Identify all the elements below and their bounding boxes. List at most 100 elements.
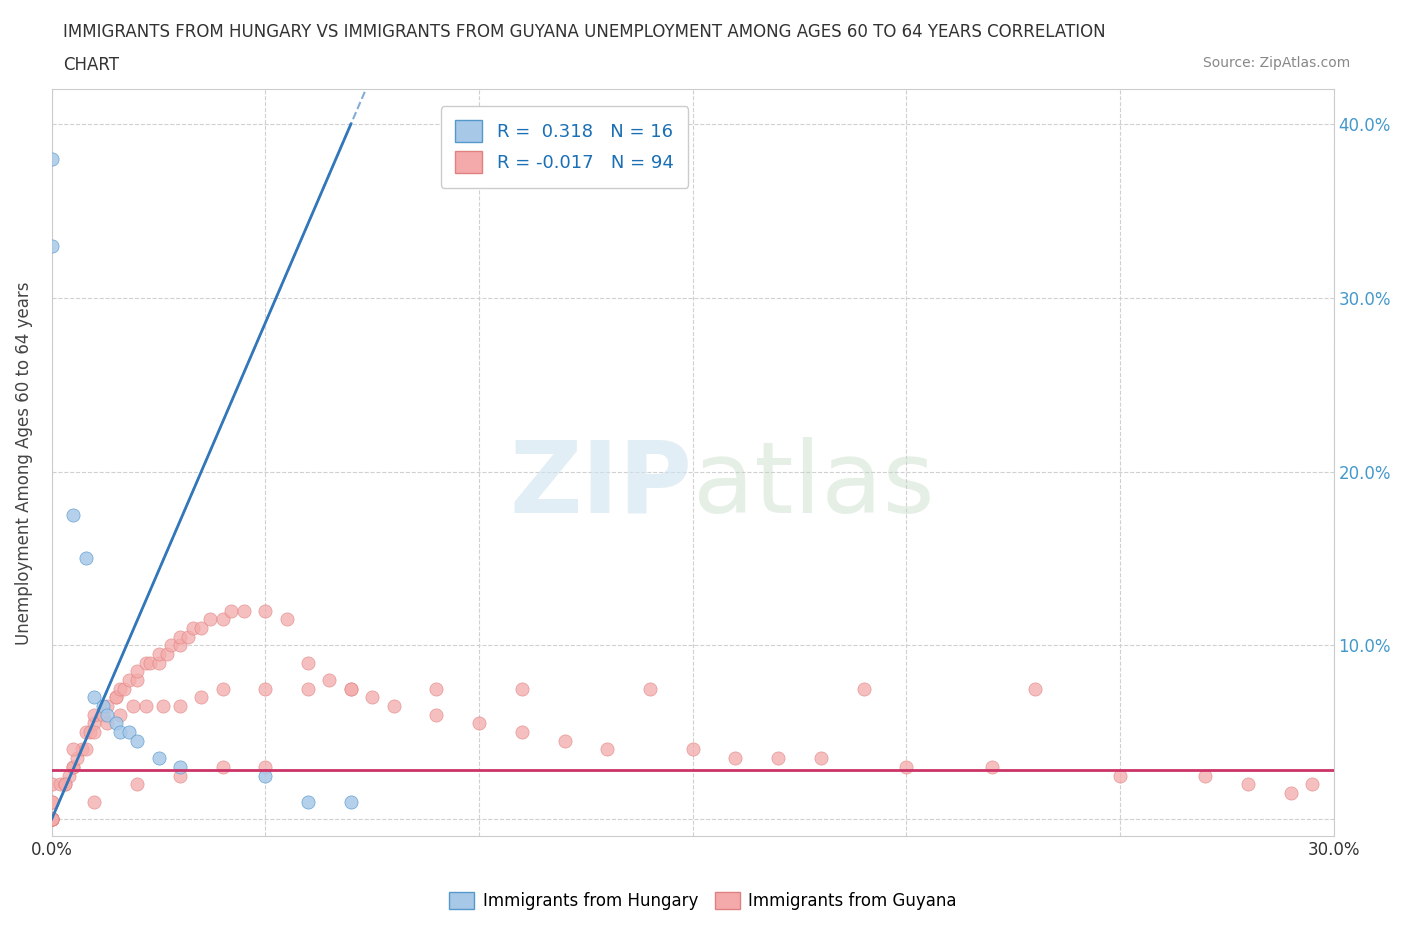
Text: ZIP: ZIP (510, 437, 693, 534)
Point (41, 777, 63, 791)
Point (1024, 682, 1046, 697)
Point (127, 777, 149, 791)
Point (62, 508, 84, 523)
Point (83, 724, 105, 739)
Point (1194, 768, 1216, 783)
Point (53, 777, 76, 791)
Point (135, 656, 157, 671)
Point (118, 724, 141, 739)
Text: IMMIGRANTS FROM HUNGARY VS IMMIGRANTS FROM GUYANA UNEMPLOYMENT AMONG AGES 60 TO : IMMIGRANTS FROM HUNGARY VS IMMIGRANTS FR… (63, 23, 1107, 41)
Point (104, 690, 127, 705)
Point (198, 612, 221, 627)
Point (724, 751, 747, 765)
Point (766, 751, 789, 765)
Point (181, 620, 204, 635)
Point (169, 768, 191, 783)
Point (254, 682, 277, 697)
Point (468, 716, 491, 731)
Point (96, 698, 118, 713)
Point (75, 742, 97, 757)
Point (169, 760, 191, 775)
Point (108, 724, 131, 739)
Point (41, 794, 63, 809)
Point (297, 682, 319, 697)
Point (510, 724, 533, 739)
Point (41, 812, 63, 827)
Point (297, 656, 319, 671)
Point (156, 646, 179, 661)
Point (127, 664, 149, 679)
Point (382, 698, 405, 713)
Y-axis label: Unemployment Among Ages 60 to 64 years: Unemployment Among Ages 60 to 64 years (15, 281, 32, 644)
Point (810, 751, 832, 765)
Point (41, 812, 63, 827)
Point (104, 716, 127, 731)
Point (148, 646, 170, 661)
Point (135, 698, 157, 713)
Point (75, 551, 97, 565)
Point (169, 629, 191, 644)
Point (211, 760, 233, 775)
Point (91, 708, 114, 723)
Point (41, 812, 63, 827)
Point (66, 751, 89, 765)
Text: CHART: CHART (63, 56, 120, 73)
Point (49, 777, 72, 791)
Point (638, 682, 661, 697)
Point (1109, 768, 1132, 783)
Point (79, 724, 101, 739)
Point (41, 812, 63, 827)
Point (127, 734, 149, 749)
Point (83, 690, 105, 705)
Point (169, 638, 191, 653)
Point (190, 690, 212, 705)
Point (211, 612, 233, 627)
Point (510, 682, 533, 697)
Point (108, 682, 131, 697)
Point (118, 672, 141, 687)
Point (96, 716, 118, 731)
Point (169, 698, 191, 713)
Text: atlas: atlas (693, 437, 935, 534)
Point (83, 716, 105, 731)
Point (1301, 777, 1323, 791)
Point (62, 760, 84, 775)
Point (112, 682, 135, 697)
Point (41, 812, 63, 827)
Point (340, 682, 363, 697)
Point (148, 751, 170, 765)
Legend: R =  0.318   N = 16, R = -0.017   N = 94: R = 0.318 N = 16, R = -0.017 N = 94 (441, 106, 688, 188)
Point (139, 656, 162, 671)
Point (596, 742, 619, 757)
Point (1279, 786, 1302, 801)
Point (83, 794, 105, 809)
Point (852, 682, 875, 697)
Point (340, 682, 363, 697)
Point (91, 698, 114, 713)
Point (108, 708, 131, 723)
Point (682, 742, 704, 757)
Point (1237, 777, 1260, 791)
Point (122, 698, 145, 713)
Point (340, 794, 363, 809)
Point (896, 760, 918, 775)
Point (62, 760, 84, 775)
Point (70, 742, 93, 757)
Text: Source: ZipAtlas.com: Source: ZipAtlas.com (1202, 56, 1350, 70)
Point (254, 760, 277, 775)
Point (980, 760, 1002, 775)
Point (75, 724, 97, 739)
Point (58, 768, 80, 783)
Legend: Immigrants from Hungary, Immigrants from Guyana: Immigrants from Hungary, Immigrants from… (443, 885, 963, 917)
Point (318, 672, 340, 687)
Point (160, 638, 183, 653)
Point (233, 603, 256, 618)
Point (177, 629, 200, 644)
Point (152, 698, 174, 713)
Point (276, 612, 298, 627)
Point (127, 672, 149, 687)
Point (254, 603, 277, 618)
Point (254, 768, 277, 783)
Point (104, 690, 127, 705)
Point (53, 777, 76, 791)
